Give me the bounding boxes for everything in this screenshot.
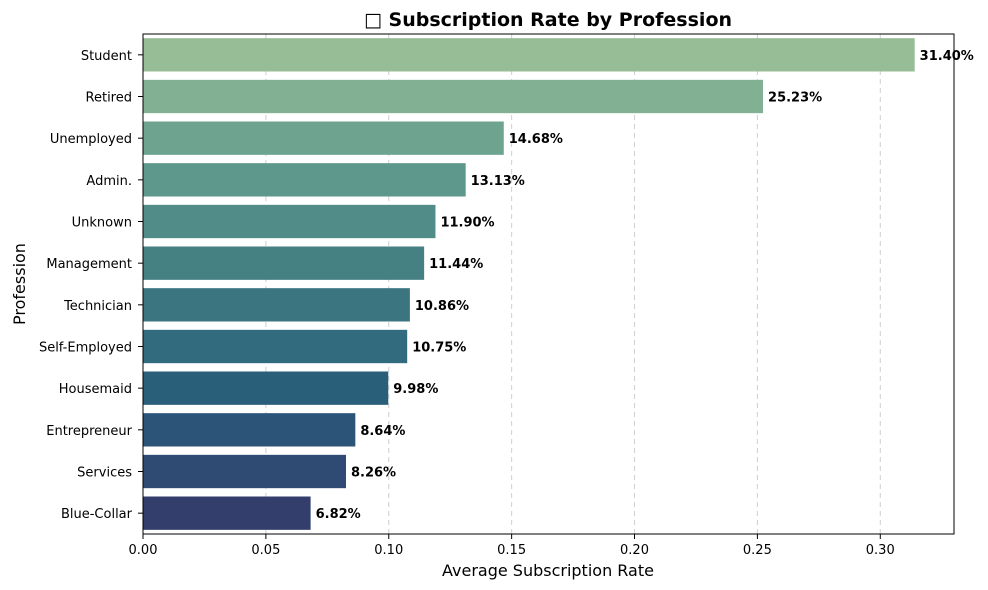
bar-data-label: 11.44% xyxy=(429,257,483,272)
x-tick-label: 0.00 xyxy=(129,543,158,558)
x-axis-label: Average Subscription Rate xyxy=(442,561,654,580)
bar xyxy=(143,163,466,197)
bar xyxy=(143,121,504,155)
bar xyxy=(143,204,436,239)
bar-data-label: 9.98% xyxy=(393,382,438,397)
bar xyxy=(143,38,915,72)
y-tick-label: Admin. xyxy=(86,174,132,189)
bar xyxy=(143,413,356,447)
bar-data-label: 10.86% xyxy=(415,299,469,314)
bar xyxy=(143,496,311,530)
y-tick-label: Unemployed xyxy=(50,132,132,147)
bars xyxy=(143,38,915,530)
bar-data-labels: 31.40% 25.23% 14.68% 13.13% 11.90% 11.44% 10.8… xyxy=(316,49,974,522)
bar-data-label: 31.40% xyxy=(920,49,974,64)
plot-frame xyxy=(142,33,955,535)
x-tick-label: 0.10 xyxy=(374,543,403,558)
bar-data-label: 25.23% xyxy=(768,91,822,106)
bar-data-label: 8.64% xyxy=(360,424,405,439)
y-tick-label: Entrepreneur xyxy=(46,424,132,439)
bar xyxy=(143,288,410,322)
x-tick-label: 0.20 xyxy=(620,543,649,558)
bar-data-label: 6.82% xyxy=(316,507,361,522)
bar xyxy=(143,79,764,114)
bar xyxy=(143,454,346,489)
y-tick-label: Self-Employed xyxy=(39,341,132,356)
y-axis-label: Profession xyxy=(10,243,29,325)
bar-data-label: 13.13% xyxy=(471,174,525,189)
bar xyxy=(143,329,408,364)
bar-data-label: 14.68% xyxy=(509,132,563,147)
bar xyxy=(143,246,425,280)
y-tick-label: Housemaid xyxy=(59,382,132,397)
y-tick-label: Student xyxy=(81,49,132,64)
y-tick-label: Unknown xyxy=(72,216,132,231)
x-axis-ticks: 0.00 0.05 0.10 0.15 0.20 0.25 0.30 xyxy=(129,534,895,558)
y-axis-ticks: Student Retired Unemployed Admin. Unknown Man… xyxy=(39,49,143,522)
x-tick-label: 0.05 xyxy=(251,543,280,558)
chart-title: □ Subscription Rate by Profession xyxy=(364,9,732,31)
bar-data-label: 8.26% xyxy=(351,466,396,481)
x-tick-label: 0.25 xyxy=(743,543,772,558)
x-tick-label: 0.15 xyxy=(497,543,526,558)
y-tick-label: Services xyxy=(77,466,132,481)
bar-data-label: 10.75% xyxy=(412,341,466,356)
grid-lines xyxy=(142,34,881,534)
y-tick-label: Technician xyxy=(63,299,132,314)
y-tick-label: Retired xyxy=(86,91,132,106)
y-tick-label: Management xyxy=(46,257,132,272)
y-tick-label: Blue-Collar xyxy=(61,507,133,522)
x-tick-label: 0.30 xyxy=(866,543,895,558)
bar xyxy=(143,371,389,405)
bar-data-label: 11.90% xyxy=(440,216,494,231)
